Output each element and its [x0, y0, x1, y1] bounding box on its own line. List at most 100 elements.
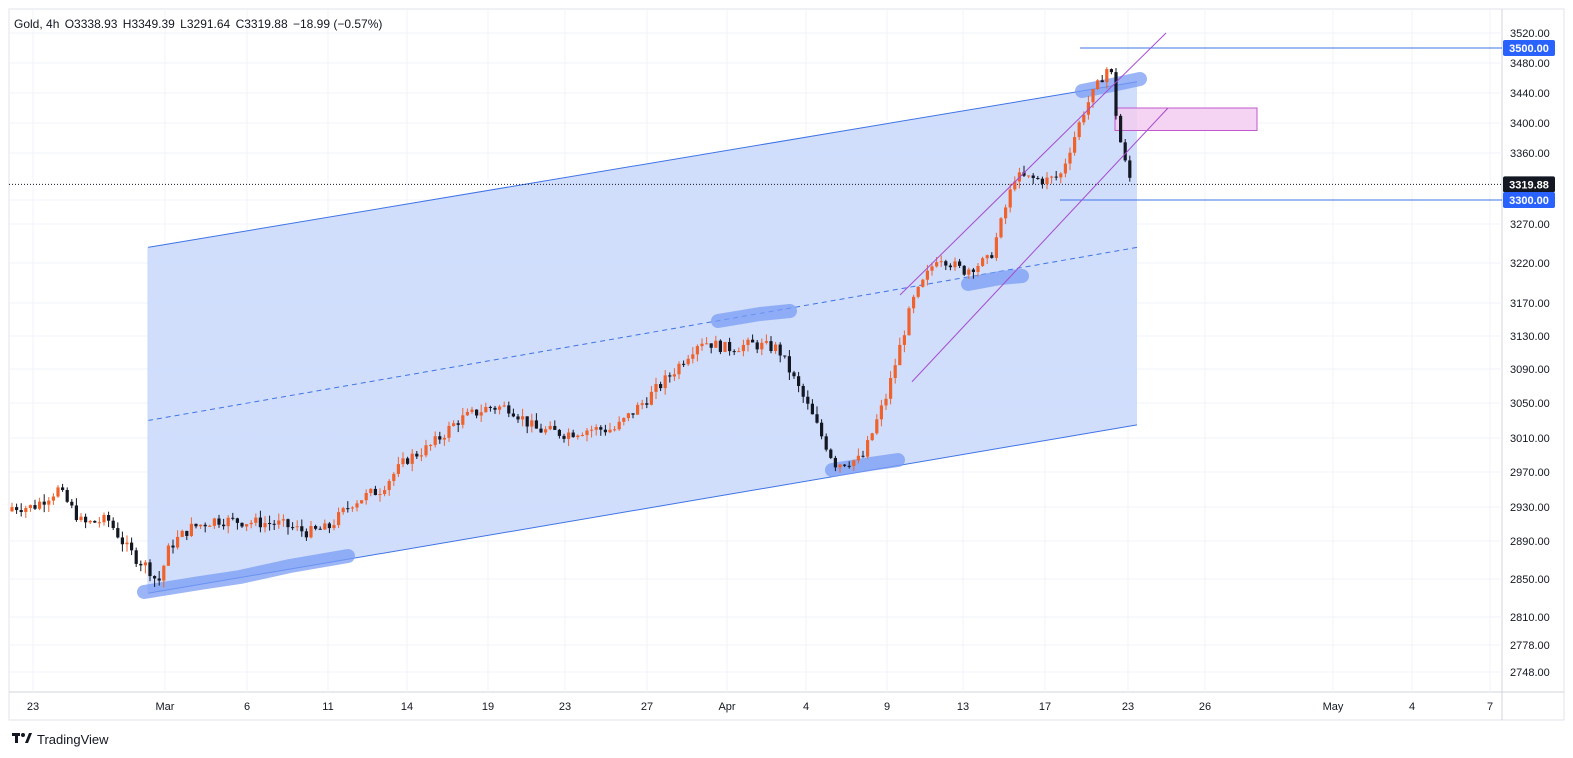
- candle-up: [741, 344, 745, 352]
- candle-up: [249, 522, 253, 525]
- price-tick-label: 3090.00: [1510, 364, 1550, 376]
- time-tick-label: 23: [1122, 701, 1134, 713]
- candle-up: [10, 507, 14, 512]
- candle-up: [226, 517, 230, 527]
- candle-down: [406, 458, 410, 464]
- candle-down: [438, 436, 442, 440]
- candle-up: [199, 524, 203, 527]
- candle-up: [1027, 175, 1031, 177]
- candle-down: [1036, 178, 1040, 180]
- candle-down: [659, 384, 663, 389]
- candle-down: [65, 489, 69, 502]
- candle-down: [718, 340, 722, 352]
- candle-down: [74, 505, 78, 521]
- candle-up: [1059, 173, 1063, 178]
- candle-up: [548, 425, 552, 430]
- price-tick-label: 2778.00: [1510, 640, 1550, 652]
- candle-up: [608, 429, 612, 433]
- candle-down: [829, 449, 833, 458]
- candle-up: [254, 517, 258, 523]
- price-axis[interactable]: 3520.00 3480.00 3440.00 3400.00 3360.00 3300.…: [1510, 28, 1550, 679]
- candle-down: [346, 508, 350, 510]
- candle-up: [746, 339, 750, 345]
- time-tick-label: 4: [803, 701, 809, 713]
- price-tick-label: 3360.00: [1510, 148, 1550, 160]
- candle-down: [300, 526, 304, 532]
- candle-up: [580, 435, 584, 437]
- candle-up: [976, 265, 980, 272]
- time-tick-label: 19: [482, 701, 494, 713]
- candle-down: [815, 414, 819, 423]
- candle-up: [360, 500, 364, 504]
- candle-down: [571, 432, 575, 438]
- candle-down: [847, 465, 851, 467]
- candle-down: [304, 531, 308, 538]
- candle-down: [116, 528, 120, 538]
- candle-up: [364, 493, 368, 501]
- time-axis[interactable]: 23 Mar 6 11 14 19 23 27 Apr 4 9 13 17 23 26 May 4 7: [27, 701, 1493, 713]
- candle-down: [732, 351, 736, 353]
- candle-down: [185, 530, 189, 536]
- candle-up: [774, 344, 778, 352]
- swing-low-highlight-april-14: [961, 269, 1029, 291]
- candle-up: [622, 418, 626, 422]
- candle-up: [852, 460, 856, 467]
- time-tick-label: 26: [1199, 701, 1211, 713]
- candle-down: [755, 342, 759, 350]
- candle-down: [373, 488, 377, 496]
- current-price-label-bg: [1503, 176, 1555, 193]
- candle-up: [369, 488, 373, 494]
- candle-down: [1114, 72, 1118, 116]
- time-tick-label: 11: [322, 701, 333, 713]
- regression-channel-fill: [148, 81, 1137, 594]
- candle-up: [452, 423, 456, 426]
- candle-up: [350, 507, 354, 509]
- candle-up: [51, 496, 55, 501]
- candle-up: [79, 516, 83, 521]
- candle-down: [631, 413, 635, 415]
- candle-down: [157, 578, 161, 581]
- candle-down: [792, 372, 796, 377]
- candle-up: [1068, 152, 1072, 164]
- candle-up: [24, 508, 28, 513]
- candle-up: [907, 308, 911, 336]
- candle-up: [180, 530, 184, 537]
- ascending-channel-upper: [899, 32, 1167, 296]
- candle-down: [456, 423, 460, 425]
- candle-down: [1054, 176, 1058, 178]
- candle-up: [176, 536, 180, 548]
- candle-down: [134, 550, 138, 564]
- candle-up: [484, 406, 488, 413]
- time-tick-label: 23: [559, 701, 571, 713]
- time-tick-label: 27: [641, 701, 653, 713]
- candle-down: [1040, 178, 1044, 185]
- price-tick-label: 3270.00: [1510, 219, 1550, 231]
- candle-up: [649, 391, 653, 405]
- candle-down: [19, 510, 23, 513]
- level-price-label-3300-bg: [1503, 192, 1555, 208]
- candle-up: [714, 340, 718, 348]
- candle-up: [1082, 114, 1086, 123]
- candle-down: [475, 409, 479, 416]
- candle-down: [861, 455, 865, 457]
- symbol-label[interactable]: Gold, 4h: [14, 17, 60, 31]
- candle-down: [327, 523, 331, 529]
- candle-up: [97, 522, 101, 524]
- candle-up: [1091, 89, 1095, 103]
- candle-up: [1004, 207, 1008, 219]
- candle-down: [833, 457, 837, 468]
- candle-up: [392, 473, 396, 481]
- tradingview-name: TradingView: [37, 731, 109, 747]
- candle-down: [534, 420, 538, 429]
- candle-up: [576, 435, 580, 438]
- overlay-drawings: [899, 32, 1169, 383]
- candle-down: [1123, 142, 1127, 161]
- candle-down: [314, 526, 318, 529]
- price-tick-label: 3170.00: [1510, 298, 1550, 310]
- ascending-channel-lower: [911, 107, 1169, 383]
- candle-down: [493, 407, 497, 410]
- time-tick-label: 6: [244, 701, 250, 713]
- tradingview-brand[interactable]: TradingView: [12, 731, 109, 747]
- candle-up: [737, 351, 741, 353]
